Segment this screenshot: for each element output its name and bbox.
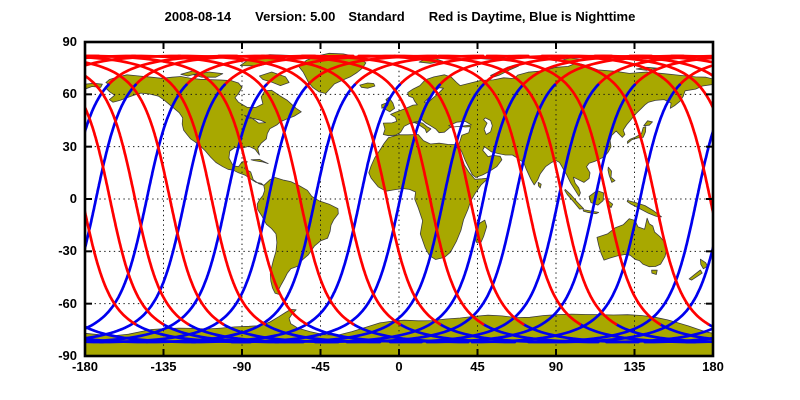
daytime-track — [85, 74, 190, 326]
y-tick-label: 0 — [69, 191, 77, 206]
y-tick-label: -30 — [58, 243, 77, 259]
daytime-track — [481, 322, 600, 344]
nighttime-track — [85, 83, 137, 254]
daytime-track — [260, 54, 485, 326]
daytime-track — [130, 54, 355, 326]
nighttime-track — [98, 83, 310, 344]
title-legend: Red is Daytime, Blue is Nighttime — [428, 9, 636, 24]
daytime-track — [485, 54, 710, 326]
daytime-track — [263, 322, 382, 344]
y-tick-label: -90 — [58, 348, 77, 363]
y-tick-label: -60 — [58, 295, 77, 311]
daytime-track — [357, 54, 582, 326]
nighttime-track — [313, 83, 525, 344]
title-version: Version: 5.00 — [255, 9, 336, 24]
daytime-track — [658, 322, 713, 341]
nighttime-track — [85, 83, 226, 340]
x-tick-label: 135 — [623, 359, 646, 374]
daytime-track — [706, 322, 713, 329]
x-tick-label: 45 — [470, 359, 485, 374]
title-mode: Standard — [348, 9, 405, 24]
axis-ticks — [84, 41, 714, 357]
map-layers — [85, 42, 713, 356]
nighttime-track — [685, 340, 713, 344]
x-tick-label: -180 — [71, 359, 99, 374]
nighttime-track — [470, 83, 682, 344]
daytime-track — [438, 322, 557, 344]
daytime-track — [85, 337, 149, 344]
y-tick-label: 60 — [62, 86, 77, 102]
daytime-track — [305, 322, 423, 344]
nighttime-track — [273, 83, 485, 344]
daytime-track — [300, 54, 525, 326]
world-map-canvas — [83, 40, 715, 358]
daytime-track — [351, 322, 470, 344]
nighttime-track — [678, 63, 713, 87]
daytime-track — [221, 322, 340, 344]
x-tick-label: -135 — [150, 359, 177, 374]
nighttime-track — [554, 242, 713, 344]
chart-title: 2008-08-14 Version: 5.00 Standard Red is… — [0, 9, 800, 24]
daytime-track — [670, 54, 713, 59]
daytime-track — [133, 322, 252, 344]
daytime-track — [217, 54, 442, 326]
daytime-track — [186, 322, 305, 344]
x-tick-label: 0 — [395, 359, 403, 374]
nighttime-track — [85, 83, 188, 331]
nighttime-track — [145, 83, 357, 344]
title-date: 2008-08-14 — [164, 9, 232, 24]
y-tick-label: 30 — [62, 138, 77, 154]
daytime-track — [398, 322, 517, 344]
x-tick-label: -45 — [311, 359, 330, 374]
daytime-track — [614, 322, 713, 344]
x-tick-label: 180 — [702, 359, 724, 374]
daytime-track — [85, 55, 267, 326]
nighttime-track — [230, 83, 442, 344]
daytime-track — [568, 54, 713, 111]
nighttime-track — [527, 126, 713, 344]
nighttime-track — [85, 83, 268, 343]
daytime-track — [393, 54, 618, 326]
daytime-track — [85, 104, 165, 326]
x-tick-label: -90 — [232, 359, 252, 374]
y-tick-label: 90 — [62, 34, 77, 49]
daytime-track — [177, 54, 402, 326]
daytime-track — [85, 205, 137, 326]
daytime-track — [578, 322, 697, 344]
nighttime-track — [643, 336, 713, 344]
nighttime-track — [425, 83, 637, 344]
ground-tracks — [85, 54, 713, 344]
daytime-track — [85, 325, 197, 344]
x-tick-label: 90 — [548, 359, 564, 374]
daytime-track — [85, 54, 308, 326]
daytime-track — [437, 54, 662, 326]
daytime-track — [540, 54, 713, 219]
nighttime-track — [345, 83, 557, 344]
daytime-track — [85, 60, 225, 326]
daytime-track — [521, 322, 640, 344]
nighttime-track — [388, 83, 600, 344]
nighttime-track — [190, 83, 402, 344]
